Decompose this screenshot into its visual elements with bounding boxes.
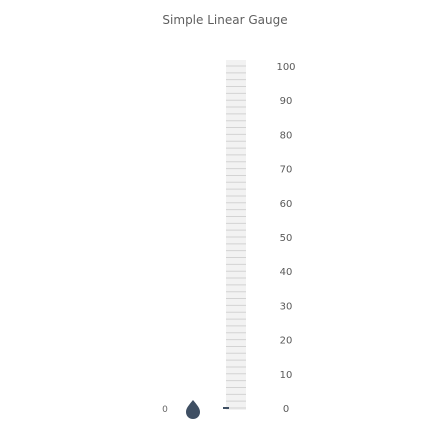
major-tick-label: 50 xyxy=(280,233,293,244)
major-tick-label: 40 xyxy=(280,267,293,278)
major-tick-label: 30 xyxy=(280,301,293,312)
major-tick-label: 60 xyxy=(280,199,293,210)
major-tick-label: 0 xyxy=(283,404,289,415)
value-pointer xyxy=(186,400,200,419)
chart-title: Simple Linear Gauge xyxy=(162,13,287,27)
pointer-link xyxy=(223,407,229,409)
major-tick-label: 80 xyxy=(280,130,293,141)
major-tick-label: 70 xyxy=(280,165,293,176)
current-value-label: 0 xyxy=(162,405,168,415)
gauge-track xyxy=(226,60,246,410)
major-tick-labels: 0 10 20 30 40 50 60 70 80 90 100 xyxy=(276,62,295,415)
major-tick-label: 20 xyxy=(280,336,293,347)
major-tick-label: 90 xyxy=(280,96,293,107)
value-pointer-group: 0 xyxy=(162,400,229,419)
minor-ticks xyxy=(226,65,246,409)
major-tick-label: 100 xyxy=(276,62,295,73)
major-tick-label: 10 xyxy=(280,370,293,381)
